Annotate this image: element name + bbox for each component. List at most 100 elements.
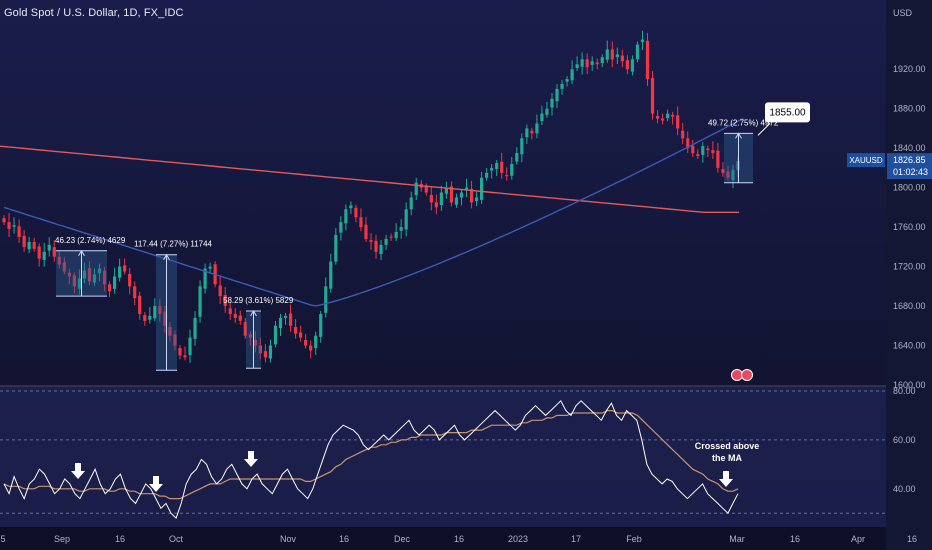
candle-body xyxy=(324,286,328,313)
candle-body xyxy=(198,286,202,317)
candle-body xyxy=(630,59,635,72)
candle-body xyxy=(671,114,675,117)
candle-body xyxy=(696,154,700,157)
candle-body xyxy=(560,84,564,89)
candle-body xyxy=(726,171,730,178)
candle-body xyxy=(676,115,680,129)
candle-body xyxy=(610,49,614,60)
candle-body xyxy=(309,345,313,351)
candle-body xyxy=(645,40,650,80)
candle-body xyxy=(113,276,117,289)
candle-body xyxy=(650,77,655,114)
candle-body xyxy=(273,325,278,345)
candle-body xyxy=(319,313,323,337)
candle-body xyxy=(223,295,227,307)
candle-body xyxy=(535,123,539,134)
candle-body xyxy=(17,226,21,237)
candle-body xyxy=(133,286,137,299)
candle-body xyxy=(173,334,177,346)
candle-body xyxy=(701,146,705,155)
price-tick-label: 1680.00 xyxy=(893,301,926,311)
candle-body xyxy=(123,265,127,272)
candle-body xyxy=(585,59,589,68)
candle-body xyxy=(625,60,629,70)
candle-body xyxy=(72,275,76,287)
down-arrow-icon xyxy=(149,476,163,492)
candle-body xyxy=(253,340,257,346)
range-measure-label: 58.29 (3.61%) 5829 xyxy=(223,296,294,305)
symbol-title: Gold Spot / U.S. Dollar, 1D, FX_IDC xyxy=(4,7,184,19)
candle-body xyxy=(495,162,499,170)
candle-body xyxy=(62,262,66,272)
candle-body xyxy=(424,186,428,193)
candle-body xyxy=(490,167,494,171)
candle-body xyxy=(500,161,504,173)
candle-body xyxy=(92,274,97,283)
candle-body xyxy=(510,163,514,176)
candle-body xyxy=(52,247,56,257)
candle-body xyxy=(369,240,373,242)
candle-body xyxy=(143,315,147,321)
candle-body xyxy=(293,326,298,334)
price-tick-label: 1920.00 xyxy=(893,64,926,74)
candle-body xyxy=(188,337,192,355)
candle-body xyxy=(183,355,187,358)
price-tick-label: 1840.00 xyxy=(893,143,926,153)
candle-body xyxy=(485,172,489,178)
candle-body xyxy=(27,241,31,250)
time-tick-label: Feb xyxy=(626,534,642,544)
time-tick-label: 16 xyxy=(790,534,800,544)
ma-50-line xyxy=(3,117,744,307)
event-flag-icon xyxy=(741,369,753,381)
candle-body xyxy=(248,334,252,338)
down-arrow-icon xyxy=(244,451,258,467)
candle-body xyxy=(575,64,579,69)
candle-body xyxy=(595,62,599,65)
candle-body xyxy=(178,347,182,356)
candle-body xyxy=(7,222,11,230)
candle-body xyxy=(655,115,660,119)
price-tick-label: 1800.00 xyxy=(893,183,926,193)
candle-body xyxy=(87,268,92,282)
time-tick-label: 16 xyxy=(907,534,917,544)
event-flag-icon xyxy=(731,369,743,381)
candle-body xyxy=(283,315,288,318)
candle-body xyxy=(193,317,197,339)
candle-body xyxy=(218,285,222,297)
candle-body xyxy=(474,197,479,202)
candle-body xyxy=(525,128,529,138)
candle-body xyxy=(148,315,152,320)
target-callout-pointer xyxy=(757,123,771,136)
currency-label: USD xyxy=(893,8,913,18)
candle-body xyxy=(389,236,393,238)
candle-body xyxy=(163,311,167,326)
rsi-annotation-line1: Crossed above xyxy=(695,441,760,451)
candle-body xyxy=(263,351,268,358)
range-measure-label: 46.23 (2.74%) 4629 xyxy=(55,236,126,245)
candle-body xyxy=(379,244,383,255)
candle-body xyxy=(359,217,363,228)
candle-body xyxy=(449,186,454,203)
candle-body xyxy=(329,261,333,289)
candle-body xyxy=(540,113,544,122)
candle-body xyxy=(288,313,293,326)
candle-body xyxy=(334,235,338,262)
candle-body xyxy=(480,177,484,200)
candle-body xyxy=(399,227,403,231)
candle-body xyxy=(344,209,348,224)
candle-body xyxy=(454,197,459,205)
time-tick-label: Apr xyxy=(851,534,865,544)
time-tick-label: Nov xyxy=(280,534,297,544)
candle-body xyxy=(605,49,609,60)
rsi-annotation-line2: the MA xyxy=(712,453,742,463)
candle-body xyxy=(620,55,624,62)
range-measure-label: 117.44 (7.27%) 11744 xyxy=(134,240,213,249)
down-arrow-icon xyxy=(719,471,733,487)
candle-body xyxy=(2,218,6,223)
candle-body xyxy=(349,205,353,209)
price-tick-label: 1880.00 xyxy=(893,104,926,114)
candle-body xyxy=(555,88,559,102)
candle-body xyxy=(570,69,574,81)
